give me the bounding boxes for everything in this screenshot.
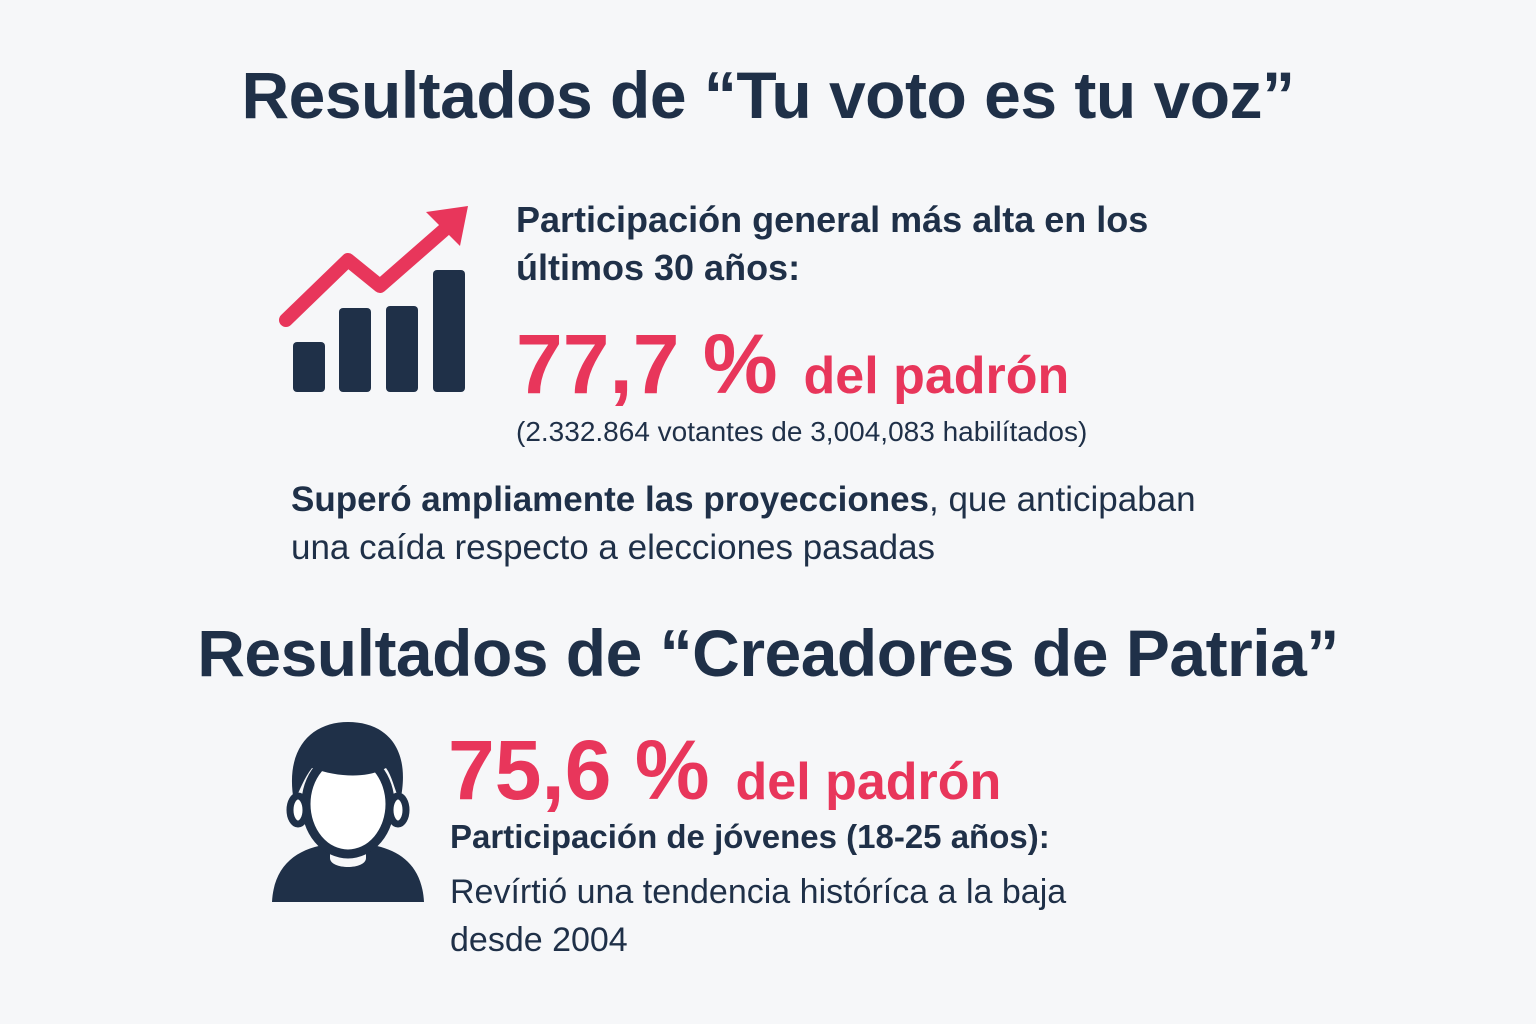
voters-detail: (2.332.864 votantes de 3,004,083 habilít…	[516, 416, 1088, 447]
youth-trend-line2: desde 2004	[450, 921, 628, 959]
section-title-tu-voto: Resultados de “Tu voto es tu voz”	[241, 58, 1295, 132]
general-participation-percent: 77,7 %	[516, 317, 778, 411]
youth-participation-label: Participación de jóvenes (18-25 años):	[450, 818, 1050, 855]
projection-note: Superó ampliamente las proyecciones, que…	[291, 476, 1196, 572]
general-participation-label-line2: últimos 30 años:	[516, 247, 801, 288]
general-participation-label-line1: Participación general más alta en los	[516, 199, 1149, 240]
general-participation-label: Participación general más alta en los úl…	[516, 196, 1148, 292]
rising-bar-chart-icon	[279, 206, 468, 392]
person-icon	[272, 722, 424, 902]
youth-participation-unit: del padrón	[735, 753, 1002, 811]
youth-participation-stat: 75,6 % del padrón	[448, 728, 1001, 812]
youth-trend-line1: Revírtió una tendencia históríca a la ba…	[450, 873, 1067, 911]
youth-participation-percent: 75,6 %	[448, 723, 710, 817]
projection-note-rest: , que anticipaban	[929, 480, 1196, 519]
general-participation-stat: 77,7 % del padrón	[516, 322, 1069, 406]
section-title-creadores: Resultados de “Creadores de Patria”	[197, 616, 1339, 690]
general-participation-unit: del padrón	[803, 347, 1070, 405]
youth-trend-description: Revírtió una tendencia históríca a la ba…	[450, 868, 1066, 964]
projection-note-bold: Superó ampliamente las proyecciones	[291, 480, 930, 519]
projection-note-line2: una caída respecto a elecciones pasadas	[291, 528, 936, 567]
